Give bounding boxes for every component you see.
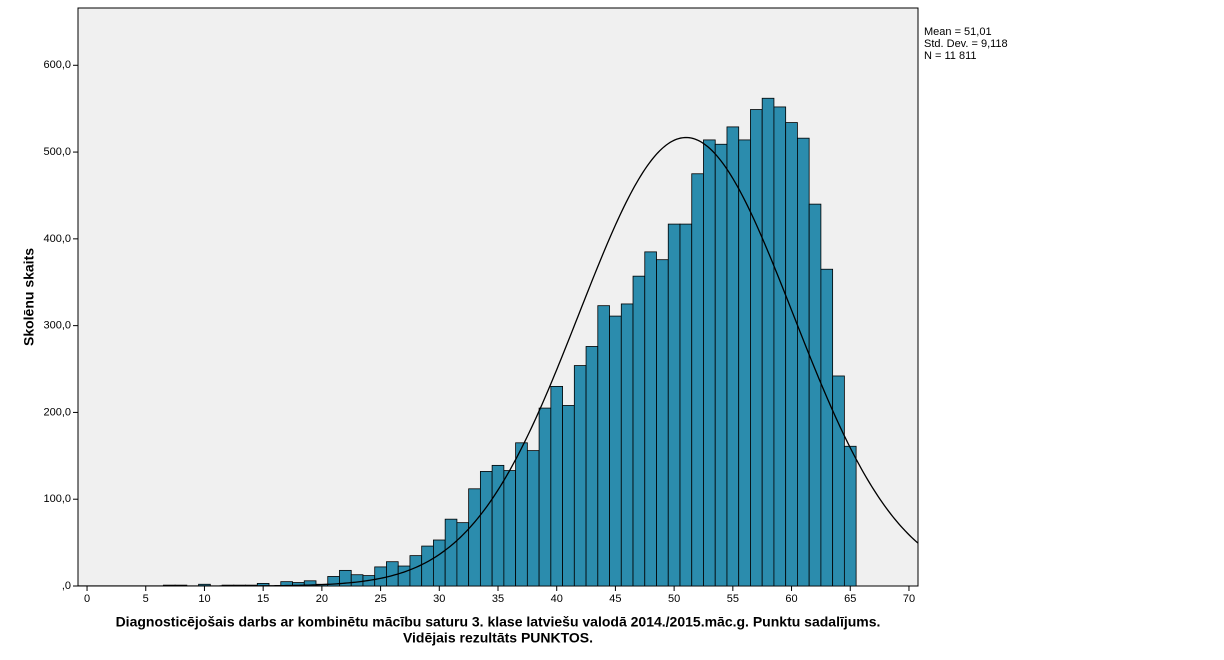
x-axis-label: Vidējais rezultāts PUNKTOS. [403,630,593,646]
normal-curve [78,136,918,586]
bar [703,139,716,587]
bar [526,450,540,587]
y-tick-label: 600,0 [43,59,71,71]
bar [503,470,517,587]
x-tick-label: 25 [374,593,386,605]
bar [550,385,563,587]
y-tick-label: 500,0 [43,146,71,158]
bar [456,522,470,587]
x-tick-label: 15 [257,593,269,605]
curve-group [78,136,918,586]
x-axis-label: Diagnosticējošais darbs ar kombinētu māc… [116,614,881,630]
bars [162,97,857,587]
bar [656,259,669,587]
bar [303,580,317,587]
bar [374,566,387,587]
x-tick-label: 55 [727,593,739,605]
bar [750,109,763,587]
x-tick-label: 30 [433,593,445,605]
y-tick-label: ,0 [62,580,71,592]
x-tick-label: 50 [668,593,680,605]
bar [620,303,634,587]
bar [679,223,693,587]
bar [832,375,845,587]
x-tick-label: 20 [316,593,328,605]
y-tick-label: 200,0 [43,406,71,418]
bar [644,251,657,587]
stat-mean: Mean = 51,01 [924,26,992,38]
y-tick-label: 300,0 [43,320,71,332]
bar [444,518,458,587]
bar [714,143,728,587]
bar [538,407,552,587]
bar [479,471,493,587]
bar [409,555,423,587]
bar [468,488,481,587]
bar [761,97,775,587]
bar [785,122,798,587]
bar [562,405,575,587]
bar [421,545,434,587]
bar [515,442,528,587]
bar [691,173,704,587]
bar [573,365,587,587]
bar [797,137,810,587]
x-tick-label: 60 [785,593,797,605]
bar [632,275,646,587]
bar [609,315,622,587]
x-tick-label: 10 [198,593,210,605]
bar [820,268,834,587]
x-tick-label: 45 [609,593,621,605]
x-tick-label: 0 [84,593,90,605]
bar [585,346,599,587]
stat-sd: Std. Dev. = 9,118 [924,38,1008,50]
y-tick-label: 400,0 [43,233,71,245]
bar [667,223,681,587]
x-tick-label: 5 [143,593,149,605]
bar [773,106,787,587]
x-tick-label: 65 [844,593,856,605]
bar [843,445,857,587]
bar [597,305,610,587]
bar [433,539,446,587]
bar [350,574,364,587]
y-axis-label: Skolēnu skaits [21,248,37,346]
x-tick-label: 40 [551,593,563,605]
bar [397,565,411,587]
stat-n: N = 11 811 [924,50,977,62]
x-tick-label: 35 [492,593,504,605]
y-tick-label: 100,0 [43,493,71,505]
bar [808,203,822,587]
x-tick-label: 70 [903,593,915,605]
bar [726,126,740,587]
